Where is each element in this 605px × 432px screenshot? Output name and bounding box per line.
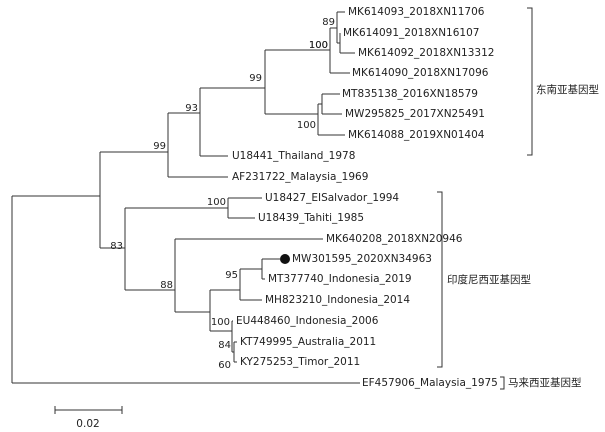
clade-label: 印度尼西亚基因型 — [447, 273, 531, 286]
tree-branches — [11, 11, 360, 384]
leaf-label: MT377740_Indonesia_2019 — [268, 273, 412, 285]
leaf-label: MT835138_2016XN18579 — [342, 88, 478, 100]
clade-bracket — [500, 376, 505, 390]
bootstrap-value: 60 — [218, 360, 231, 371]
leaf-label: MK614093_2018XN11706 — [348, 6, 485, 18]
leaf-label: MH823210_Indonesia_2014 — [265, 294, 410, 306]
leaf-label: MK640208_2018XN20946 — [326, 233, 463, 245]
bootstrap-value: 89 — [322, 17, 335, 28]
bootstrap-value: 88 — [160, 280, 173, 291]
leaf-label: KT749995_Australia_2011 — [240, 336, 376, 348]
bootstrap-value: 100 — [297, 120, 316, 131]
leaf-label: U18441_Thailand_1978 — [232, 150, 355, 162]
scale-label: 0.02 — [76, 418, 99, 430]
leaf-label: MK614092_2018XN13312 — [358, 47, 494, 59]
clade-bracket — [437, 191, 443, 368]
leaf-label: MK614090_2018XN17096 — [352, 67, 489, 79]
leaf-label: EU448460_Indonesia_2006 — [236, 315, 379, 327]
bootstrap-value: 100 — [207, 197, 226, 208]
clade-label: 东南亚基因型 — [536, 83, 599, 96]
leaf-label: MK614091_2018XN16107 — [343, 27, 479, 39]
bootstrap-value: 100 — [309, 40, 328, 51]
bootstrap-value: 100 — [211, 317, 230, 328]
scale-bar — [54, 406, 123, 414]
leaf-label: AF231722_Malaysia_1969 — [232, 171, 368, 183]
clade-bracket — [527, 7, 533, 156]
leaf-label: U18427_EISalvador_1994 — [265, 192, 399, 204]
leaf-label: MK614088_2019XN01404 — [348, 129, 485, 141]
bootstrap-value: 83 — [110, 241, 123, 252]
highlight-dot — [280, 254, 290, 264]
leaf-label: KY275253_Timor_2011 — [240, 356, 360, 368]
leaf-label: EF457906_Malaysia_1975 — [362, 377, 498, 389]
bootstrap-value: 100 — [309, 40, 328, 51]
leaf-label: U18439_Tahiti_1985 — [258, 212, 364, 224]
leaf-label: MW295825_2017XN25491 — [345, 108, 485, 120]
bootstrap-value: 93 — [185, 103, 198, 114]
clade-label: 马来西亚基因型 — [508, 376, 582, 389]
bootstrap-value: 95 — [225, 270, 238, 281]
leaf-label: MW301595_2020XN34963 — [292, 253, 432, 265]
bootstrap-value: 84 — [218, 340, 231, 351]
bootstrap-value: 99 — [249, 73, 262, 84]
bootstrap-value: 99 — [153, 141, 166, 152]
